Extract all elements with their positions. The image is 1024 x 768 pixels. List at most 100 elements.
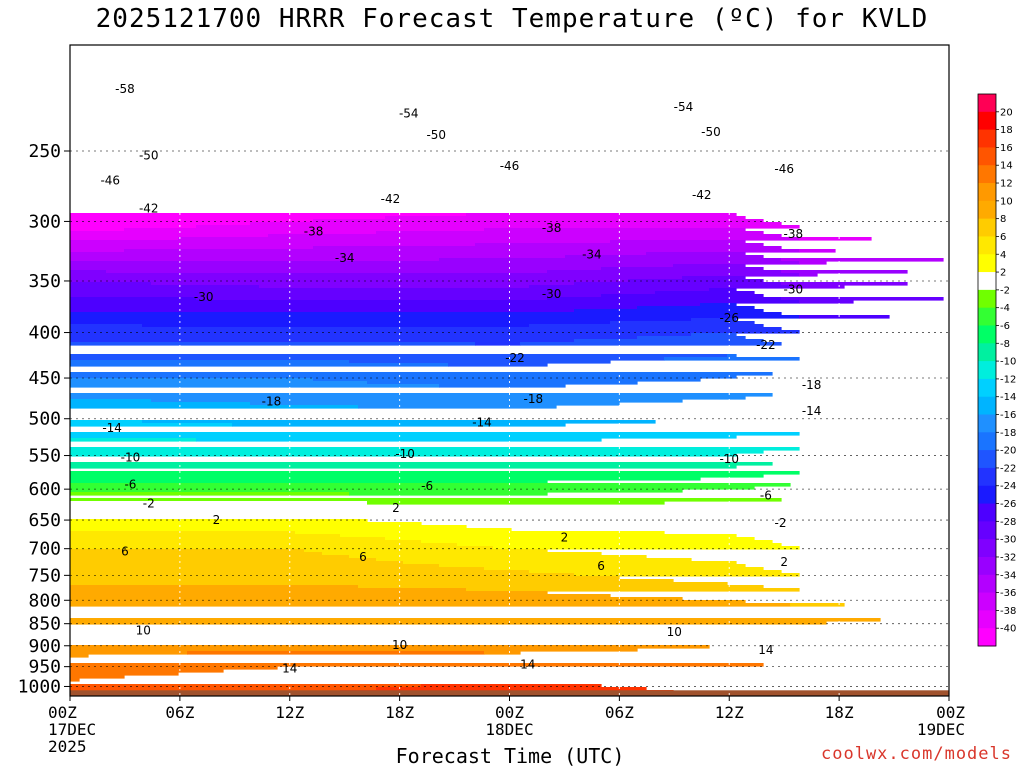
contour-label: -34	[335, 251, 355, 265]
site-credit[interactable]: coolwx.com/models	[821, 744, 1012, 764]
colorbar-label: -8	[1000, 339, 1010, 350]
field-cell	[70, 597, 683, 601]
field-cell	[439, 384, 566, 388]
colorbar-swatch	[978, 165, 996, 184]
field-cell	[385, 216, 746, 220]
field-cell	[367, 381, 638, 385]
contour-labels: -58-54 -54-50 -50-50-46-46 -46-42-42 -42-38-…	[100, 82, 821, 676]
field-cell	[70, 534, 341, 538]
field-cell	[70, 303, 701, 307]
field-cell	[250, 402, 620, 406]
colorbar-label: 18	[1000, 125, 1013, 136]
field-cell	[709, 288, 737, 292]
pressure-tick-label: 550	[28, 446, 61, 467]
field-cell	[178, 237, 800, 241]
field-cell	[124, 249, 800, 253]
contour-label: -6	[421, 479, 433, 493]
field-cell	[70, 405, 359, 409]
field-cell	[70, 453, 737, 457]
contour-label: -30	[784, 283, 804, 297]
field-cell	[70, 678, 80, 682]
field-cell	[70, 279, 629, 283]
field-cell	[70, 228, 125, 232]
time-tick-label: 17DEC	[48, 720, 96, 739]
field-cell	[70, 276, 683, 280]
time-tick-label: 06Z	[605, 703, 634, 722]
contour-label: -58	[115, 82, 135, 96]
field-cell	[439, 258, 782, 262]
field-cell	[70, 567, 485, 571]
contour-label: -50	[139, 149, 159, 163]
field-cell	[358, 585, 764, 589]
field-cell	[70, 327, 782, 331]
field-cell	[70, 360, 350, 364]
contour-label: 10	[667, 625, 682, 639]
pressure-tick-label: 850	[28, 614, 61, 635]
field-cell	[565, 255, 764, 259]
pressure-tick-label: 250	[28, 141, 61, 162]
colorbar-swatch	[978, 414, 996, 433]
contour-label: -38	[784, 227, 804, 241]
colorbar-label: -40	[1000, 624, 1016, 635]
pressure-tick-label: 750	[28, 565, 61, 586]
field-cell	[70, 285, 260, 289]
contour-label: -6	[124, 478, 136, 492]
field-cell	[403, 561, 737, 565]
field-cell	[70, 381, 368, 385]
contour-label: -42	[692, 188, 712, 202]
field-cell	[70, 489, 683, 493]
field-cell	[70, 309, 575, 313]
field-cell	[70, 282, 152, 286]
colorbar-swatch	[978, 147, 996, 166]
color-legend: -40-38-36-34-32-30-28-26-24-22-20-18-16-…	[977, 93, 1016, 647]
colorbar-label: -14	[1000, 392, 1016, 403]
colorbar-label: -34	[1000, 570, 1016, 581]
field-cell	[70, 525, 467, 529]
contour-label: -22	[756, 338, 776, 352]
field-cell	[70, 588, 467, 592]
field-cell	[70, 213, 467, 217]
contour-label: -10	[719, 452, 739, 466]
field-cell	[142, 324, 530, 328]
contour-label: -30	[542, 287, 562, 301]
contour-label: 2	[213, 513, 221, 527]
colorbar-swatch	[978, 183, 996, 202]
field-cell	[349, 555, 647, 559]
time-tick-label: 06Z	[165, 703, 194, 722]
field-cell	[466, 213, 737, 217]
field-cell	[70, 594, 611, 598]
field-cell	[70, 564, 440, 568]
field-cell	[529, 570, 782, 574]
field-cell	[781, 258, 944, 262]
colorbar-swatch	[978, 378, 996, 398]
time-tick-label: 18DEC	[485, 720, 533, 739]
field-cell	[70, 234, 269, 238]
field-cell	[799, 315, 890, 319]
field-cell	[448, 363, 548, 367]
field-cell	[70, 393, 773, 397]
field-cell	[781, 282, 908, 286]
pressure-tick-label: 800	[28, 590, 61, 611]
contour-label: -34	[582, 248, 602, 262]
colorbar-swatch	[978, 485, 996, 505]
field-cell	[70, 465, 737, 469]
field-cell	[70, 549, 305, 553]
field-cell	[313, 219, 764, 223]
contour-label: -22	[505, 351, 525, 365]
field-cell	[529, 285, 791, 289]
field-cell	[799, 249, 836, 253]
contour-label: -46	[100, 174, 120, 188]
colorbar-swatch	[978, 610, 996, 629]
colorbar-label: 4	[1000, 250, 1006, 261]
contour-label: 14	[758, 643, 773, 657]
colorbar-label: -30	[1000, 535, 1016, 546]
field-cell	[682, 276, 746, 280]
field-cell	[601, 267, 764, 271]
field-cell	[70, 330, 800, 334]
field-cell	[70, 357, 665, 361]
contour-label: -54	[674, 100, 694, 114]
field-cell	[70, 372, 773, 376]
pressure-tick-label: 600	[28, 479, 61, 500]
contour-label: -26	[719, 311, 739, 325]
pressure-tick-label: 900	[28, 636, 61, 657]
